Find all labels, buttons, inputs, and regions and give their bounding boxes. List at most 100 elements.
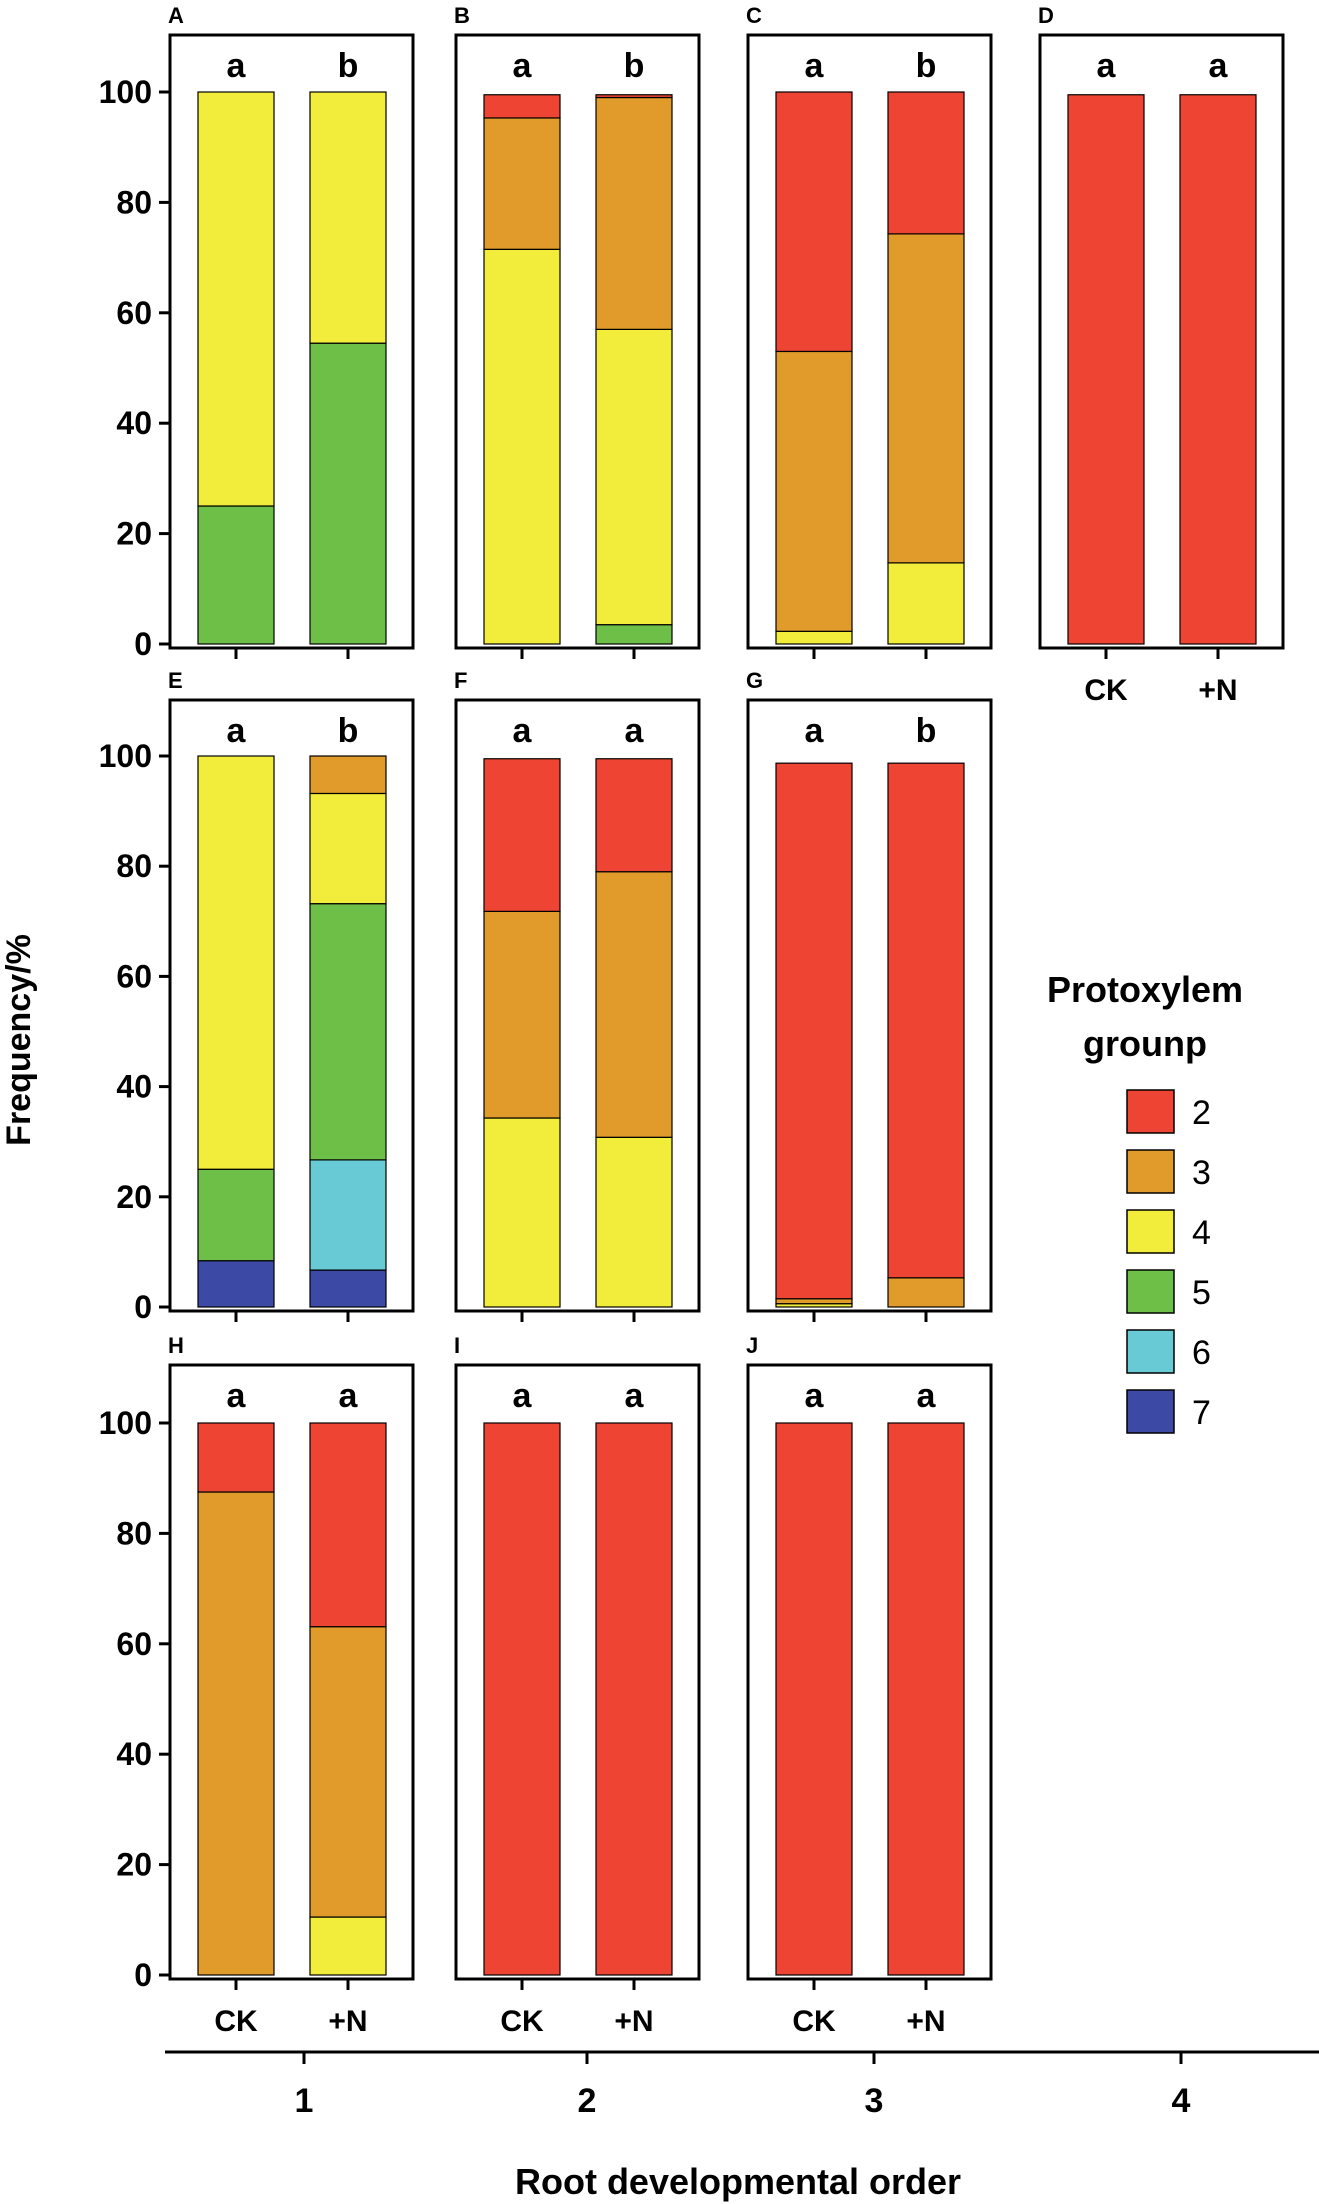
bar-segment-group-3 [483,910,561,1119]
treatment-label: CK [1084,674,1128,707]
panel-letter: I [454,1333,460,1358]
panel-frame [746,1363,993,1981]
legend-title: grounp [1083,1023,1207,1064]
significance-letter: a [917,1377,937,1415]
panel-frame [168,1363,415,1981]
y-tick-label: 20 [116,1179,152,1215]
root-order-label: 4 [1172,2082,1191,2120]
significance-letter: a [513,47,533,85]
bar-segment-group-4 [197,91,275,507]
panel-i: Ia a [454,1333,701,1990]
panel-letter: C [746,3,762,28]
legend-swatch-group-3 [1126,1149,1175,1194]
bar-segment-group-2 [483,1422,561,1976]
legend-swatch-group-6 [1126,1329,1175,1374]
root-order-label: 2 [578,2082,597,2120]
bar-segment-group-3 [887,233,965,564]
panel-g: Ga b [746,668,993,1322]
bar-segment-group-4 [483,248,561,645]
y-tick-label: 60 [116,1626,152,1662]
y-axis-row-3: 0 20 40 60 80 100 [99,1405,170,1993]
legend: Protoxylem grounp 2 3 4 5 6 7 [1047,969,1243,1434]
significance-letter: a [805,47,825,85]
bar-segment-group-3 [775,350,853,632]
bar-segment-group-2 [595,1422,673,1976]
y-axis-row-1: 0 20 40 60 80 100 [99,74,170,662]
bar-segment-group-3 [775,1298,853,1305]
bar-segment-group-4 [197,755,275,1170]
y-tick-label: 0 [134,1957,152,1993]
panel-letter: A [168,3,184,28]
panel-b: Ba b [454,3,701,659]
panel-frame [746,698,993,1313]
bar-segment-group-2 [309,1422,387,1628]
x-axis-title: Root developmental order [515,2161,961,2202]
panel-letter: F [454,668,467,693]
treatment-label: CK [500,2005,544,2038]
significance-letter: a [227,712,247,750]
significance-letter: b [338,712,359,750]
bar-segment-group-7 [309,1269,387,1308]
bar-segment-group-4 [309,1916,387,1976]
panel-f: Fa a [454,668,701,1322]
treatment-label: CK [792,2005,836,2038]
legend-label: 2 [1192,1094,1211,1132]
treatment-label: +N [1198,674,1237,707]
root-order-axis: 1 2 3 4 [165,2050,1319,2120]
y-tick-label: 40 [116,405,152,441]
bar-segment-group-2 [595,94,673,99]
panel-c: Ca b [746,3,993,659]
bar-segment-group-6 [309,1159,387,1271]
legend-swatch-group-4 [1126,1209,1175,1254]
panel-letter: D [1038,3,1054,28]
root-order-label: 3 [865,2082,884,2120]
significance-letter: a [339,1377,359,1415]
legend-label: 4 [1192,1214,1211,1252]
bar-segment-group-5 [197,1168,275,1262]
bar-segment-group-2 [483,758,561,912]
y-tick-label: 20 [116,516,152,552]
bar-segment-group-4 [309,91,387,344]
bar-segment-group-3 [483,117,561,250]
bar-segment-group-3 [595,96,673,330]
y-tick-label: 100 [99,738,152,774]
significance-letter: b [338,47,359,85]
panel-d: Da a [1038,3,1285,659]
y-tick-label: 40 [116,1069,152,1105]
y-tick-label: 100 [99,1405,152,1441]
panel-h: Ha a [168,1333,415,1990]
panel-letter: E [168,668,183,693]
legend-label: 7 [1192,1394,1211,1432]
significance-letter: a [805,1377,825,1415]
root-order-label: 1 [295,2082,314,2120]
bar-segment-group-2 [775,91,853,353]
legend-label: 3 [1192,1154,1211,1192]
y-tick-label: 20 [116,1847,152,1883]
bar-segment-group-4 [309,792,387,905]
legend-swatch-group-2 [1126,1089,1175,1134]
panel-frame [746,33,993,650]
bar-segment-group-3 [197,1491,275,1976]
bar-segment-group-2 [1067,94,1145,645]
treatment-label: +N [614,2005,653,2038]
y-tick-label: 80 [116,184,152,220]
panel-frame [168,698,415,1313]
significance-letter: a [805,712,825,750]
panel-frame [454,698,701,1313]
legend-label: 6 [1192,1334,1211,1372]
treatment-label: CK [214,2005,258,2038]
significance-letter: a [1209,47,1229,85]
y-tick-label: 40 [116,1736,152,1772]
y-axis-row-2: 0 20 40 60 80 100 [99,738,170,1325]
significance-letter: a [1097,47,1117,85]
bar-segment-group-4 [595,328,673,626]
significance-letter: b [916,712,937,750]
bar-segment-group-2 [595,758,673,873]
bar-segment-group-7 [197,1260,275,1308]
bar-segment-group-5 [595,624,673,645]
panel-letter: H [168,1333,184,1358]
bar-segment-group-5 [309,342,387,645]
panel-e: Ea b [168,668,415,1322]
y-tick-label: 0 [134,626,152,662]
